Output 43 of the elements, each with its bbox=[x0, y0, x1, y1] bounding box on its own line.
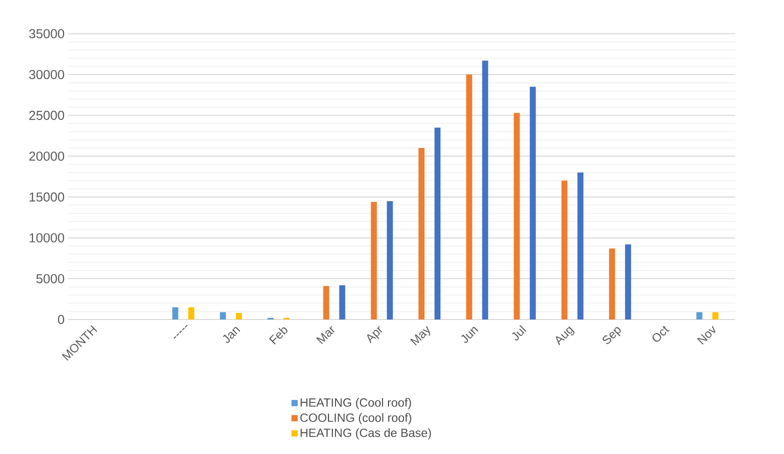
bar bbox=[172, 307, 178, 320]
bar bbox=[466, 74, 472, 320]
bar bbox=[339, 285, 346, 320]
y-tick-label: 15000 bbox=[30, 192, 64, 202]
legend-label: COOLING (cool roof) bbox=[300, 413, 412, 424]
bar bbox=[577, 172, 584, 320]
y-tick-label: 20000 bbox=[29, 152, 64, 161]
bar bbox=[220, 312, 226, 320]
x-tick-label: Jun bbox=[461, 326, 478, 343]
x-tick-label: Sep bbox=[602, 327, 621, 344]
bar bbox=[609, 248, 616, 320]
bar bbox=[530, 86, 536, 320]
y-tick-label: 5000 bbox=[36, 274, 64, 284]
x-tick-label: Jan bbox=[223, 326, 240, 343]
y-tick-label: 25000 bbox=[29, 110, 64, 120]
bar bbox=[418, 148, 425, 320]
y-tick-label: 10000 bbox=[30, 233, 64, 242]
x-tick-label: Aug bbox=[556, 326, 574, 346]
x-tick-label: Oct bbox=[652, 326, 670, 342]
x-tick-label: Nov bbox=[697, 326, 716, 345]
bar bbox=[696, 312, 702, 320]
x-tick-label: Feb bbox=[269, 327, 288, 344]
bar bbox=[625, 244, 632, 320]
bar bbox=[561, 180, 568, 320]
legend-label: HEATING (Cool roof) bbox=[300, 398, 411, 410]
bar bbox=[434, 128, 441, 320]
x-tick-label: May bbox=[410, 326, 430, 346]
bar bbox=[188, 307, 194, 320]
bar bbox=[236, 312, 242, 320]
bar bbox=[323, 286, 330, 320]
bar bbox=[370, 202, 377, 320]
y-tick-label: 35000 bbox=[29, 29, 64, 38]
bar bbox=[482, 60, 488, 320]
x-tick-label: ----- bbox=[174, 324, 188, 339]
y-tick-label: 30000 bbox=[29, 70, 64, 80]
x-tick-label: Mar bbox=[316, 326, 335, 344]
legend-label: HEATING (Cas de Base) bbox=[300, 428, 431, 440]
bar bbox=[386, 201, 393, 320]
y-tick-label: 0 bbox=[58, 314, 64, 324]
bar bbox=[712, 312, 718, 320]
x-tick-label: Apr bbox=[367, 326, 382, 344]
bar bbox=[514, 112, 520, 320]
x-tick-label: Jul bbox=[512, 325, 526, 340]
